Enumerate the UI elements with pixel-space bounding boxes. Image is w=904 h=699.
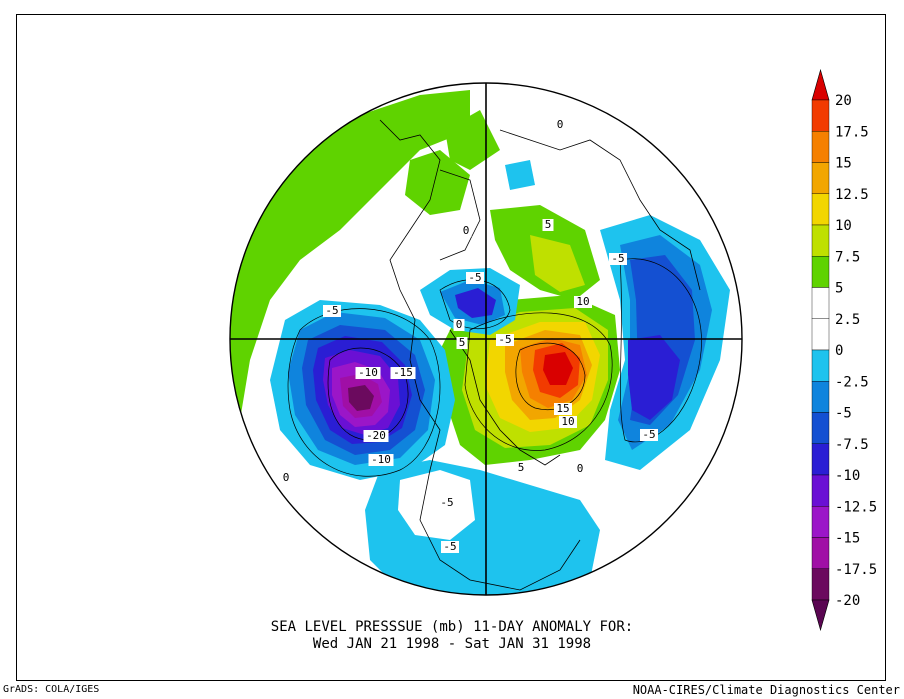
colorbar-swatch (811, 349, 830, 382)
contour-label: 0 (554, 118, 566, 131)
colorbar-tick-label: 10 (835, 218, 852, 234)
colorbar-tick-label: 7.5 (835, 249, 860, 265)
contour-label: 0 (460, 224, 472, 237)
contour-label: 10 (574, 295, 592, 308)
svg-text:0: 0 (557, 118, 564, 131)
colorbar-swatch (811, 256, 830, 288)
colorbar: 20 17.5 15 12.5 10 7.5 5 2.5 0 -2.5 -5 -7.5 -10 -12.5… (811, 68, 877, 632)
colorbar-tick-label: -5 (835, 406, 852, 422)
contour-label: -5 (609, 252, 627, 265)
colorbar-swatch (811, 443, 830, 476)
svg-text:5: 5 (545, 218, 552, 231)
contour-label: -5 (640, 428, 658, 441)
noaa-credit: NOAA-CIRES/Climate Diagnostics Center (632, 683, 900, 697)
grads-credit: GrADS: COLA/IGES (3, 684, 100, 695)
svg-text:-5: -5 (468, 271, 481, 284)
svg-text:-5: -5 (642, 428, 655, 441)
svg-text:-10: -10 (358, 366, 378, 379)
svg-text:0: 0 (283, 471, 290, 484)
svg-text:-20: -20 (366, 429, 386, 442)
svg-text:-5: -5 (440, 496, 453, 509)
contour-label: -5 (438, 496, 456, 509)
svg-text:15: 15 (556, 402, 569, 415)
contour-label: 0 (280, 471, 292, 484)
contour-label: -15 (390, 366, 416, 379)
contour-label: 0 (453, 318, 465, 331)
colorbar-swatch (811, 287, 830, 319)
colorbar-tick-label: -17.5 (835, 562, 877, 578)
colorbar-tick-label: -20 (835, 593, 860, 609)
colorbar-tick-label: 12.5 (835, 187, 869, 203)
contour-label: -20 (363, 429, 389, 442)
colorbar-tick-label: 0 (835, 343, 843, 359)
colorbar-swatch (811, 318, 830, 351)
colorbar-tick-label: -12.5 (835, 499, 877, 515)
colorbar-swatch (811, 568, 830, 601)
colorbar-top-arrow (811, 68, 830, 101)
colorbar-tick-label: 17.5 (835, 124, 869, 140)
svg-text:0: 0 (463, 224, 470, 237)
contour-label: 5 (515, 461, 527, 474)
svg-text:-5: -5 (325, 304, 338, 317)
svg-text:-5: -5 (611, 252, 624, 265)
svg-text:0: 0 (456, 318, 463, 331)
colorbar-tick-label: -7.5 (835, 437, 869, 453)
contour-label: -5 (441, 540, 459, 553)
colorbar-swatch (811, 506, 830, 538)
colorbar-tick-label: -2.5 (835, 374, 869, 390)
contour-label: -5 (323, 304, 341, 317)
contour-label: 5 (542, 218, 554, 231)
colorbar-tick-label: -15 (835, 531, 860, 547)
colorbar-swatch (811, 131, 830, 163)
contour-label: -5 (466, 271, 484, 284)
contour-label: 0 (574, 462, 586, 475)
svg-text:10: 10 (561, 415, 574, 428)
colorbar-swatch (811, 224, 830, 257)
svg-text:10: 10 (576, 295, 589, 308)
colorbar-tick-label: 15 (835, 156, 852, 172)
contour-label: 15 (554, 402, 572, 415)
svg-text:-15: -15 (393, 366, 413, 379)
svg-text:-10: -10 (371, 453, 391, 466)
contour-label: -10 (368, 453, 394, 466)
colorbar-tick-label: 20 (835, 93, 852, 109)
contour-label: -10 (355, 366, 381, 379)
colorbar-swatch (811, 381, 830, 413)
map-title-line-1: SEA LEVEL PRESSSUE (mb) 11-DAY ANOMALY F… (270, 619, 634, 635)
colorbar-swatch (811, 474, 830, 507)
colorbar-tick-label: 5 (835, 281, 843, 297)
map-title-line-2: Wed JAN 21 1998 - Sat JAN 31 1998 (312, 636, 592, 652)
colorbar-swatch (811, 193, 830, 226)
contour-label: -5 (496, 333, 514, 346)
colorbar-bottom-arrow (811, 599, 830, 632)
coastlines (379, 119, 701, 591)
svg-text:-5: -5 (443, 540, 456, 553)
svg-text:-5: -5 (498, 333, 511, 346)
colorbar-swatch (811, 412, 830, 444)
colorbar-swatch (811, 162, 830, 194)
svg-text:5: 5 (518, 461, 525, 474)
colorbar-tick-label: -10 (835, 468, 860, 484)
contour-label: 10 (559, 415, 577, 428)
contour-label: 5 (456, 336, 468, 349)
colorbar-swatch (811, 537, 830, 569)
colorbar-tick-label: 2.5 (835, 312, 860, 328)
map-disc-outline (229, 82, 743, 596)
svg-text:5: 5 (459, 336, 466, 349)
svg-text:0: 0 (577, 462, 584, 475)
colorbar-swatch (811, 99, 830, 132)
map-frame (16, 14, 886, 681)
